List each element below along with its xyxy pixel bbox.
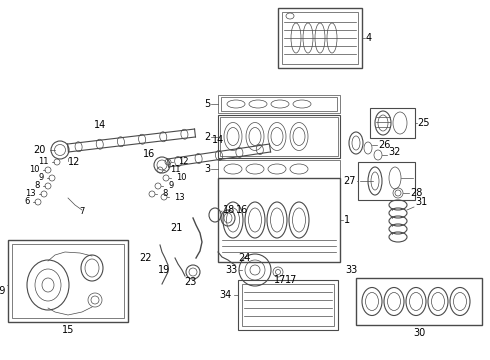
Text: 32: 32 [388, 147, 400, 157]
Text: 30: 30 [413, 328, 425, 338]
Text: 17: 17 [285, 275, 297, 285]
Text: 21: 21 [171, 223, 183, 233]
Bar [370, 108, 415, 138]
Text: 4: 4 [366, 33, 372, 43]
Text: 29: 29 [0, 286, 6, 296]
Bar [242, 284, 334, 326]
Text: 9: 9 [39, 174, 44, 183]
Text: 33: 33 [345, 265, 357, 275]
Text: 12: 12 [178, 158, 189, 166]
Bar [356, 278, 482, 325]
Text: 11: 11 [39, 158, 49, 166]
Text: 2: 2 [204, 131, 210, 141]
Text: 11: 11 [170, 166, 180, 175]
Text: 7: 7 [79, 207, 85, 216]
Bar [218, 115, 340, 158]
Text: 9: 9 [168, 181, 173, 190]
Text: 22: 22 [140, 253, 152, 263]
Text: 10: 10 [29, 166, 40, 175]
Bar [218, 160, 340, 178]
Text: 20: 20 [34, 145, 46, 155]
Text: 33: 33 [226, 265, 238, 275]
Bar [220, 117, 338, 156]
Text: 13: 13 [25, 189, 36, 198]
Text: 15: 15 [62, 325, 74, 335]
Text: 25: 25 [417, 118, 430, 128]
Bar [218, 178, 340, 262]
Text: 19: 19 [158, 265, 170, 275]
Text: 10: 10 [176, 174, 187, 183]
Text: 27: 27 [343, 176, 356, 186]
Text: 12: 12 [68, 157, 80, 167]
Text: 23: 23 [184, 277, 196, 287]
Text: 3: 3 [204, 164, 210, 174]
Text: 17: 17 [274, 275, 286, 285]
Bar [8, 240, 128, 322]
Text: 16: 16 [143, 149, 155, 159]
Bar [282, 12, 358, 64]
Text: 24: 24 [238, 253, 250, 263]
Text: 31: 31 [415, 197, 427, 207]
Text: 28: 28 [410, 188, 422, 198]
Text: 14: 14 [94, 120, 106, 130]
Bar [12, 244, 124, 318]
Text: 16: 16 [236, 205, 248, 215]
Text: 13: 13 [174, 193, 185, 202]
Text: 34: 34 [220, 290, 232, 300]
Text: 5: 5 [204, 99, 210, 109]
Text: 8: 8 [162, 189, 168, 198]
Text: 14: 14 [212, 135, 224, 145]
Bar [238, 280, 338, 330]
Bar [358, 162, 415, 200]
Bar [221, 97, 337, 111]
Text: 1: 1 [344, 215, 350, 225]
Text: 18: 18 [223, 205, 235, 215]
Text: 6: 6 [24, 198, 30, 207]
Text: 8: 8 [35, 181, 40, 190]
Bar [278, 8, 362, 68]
Text: 26: 26 [378, 140, 391, 150]
Bar [218, 95, 340, 113]
